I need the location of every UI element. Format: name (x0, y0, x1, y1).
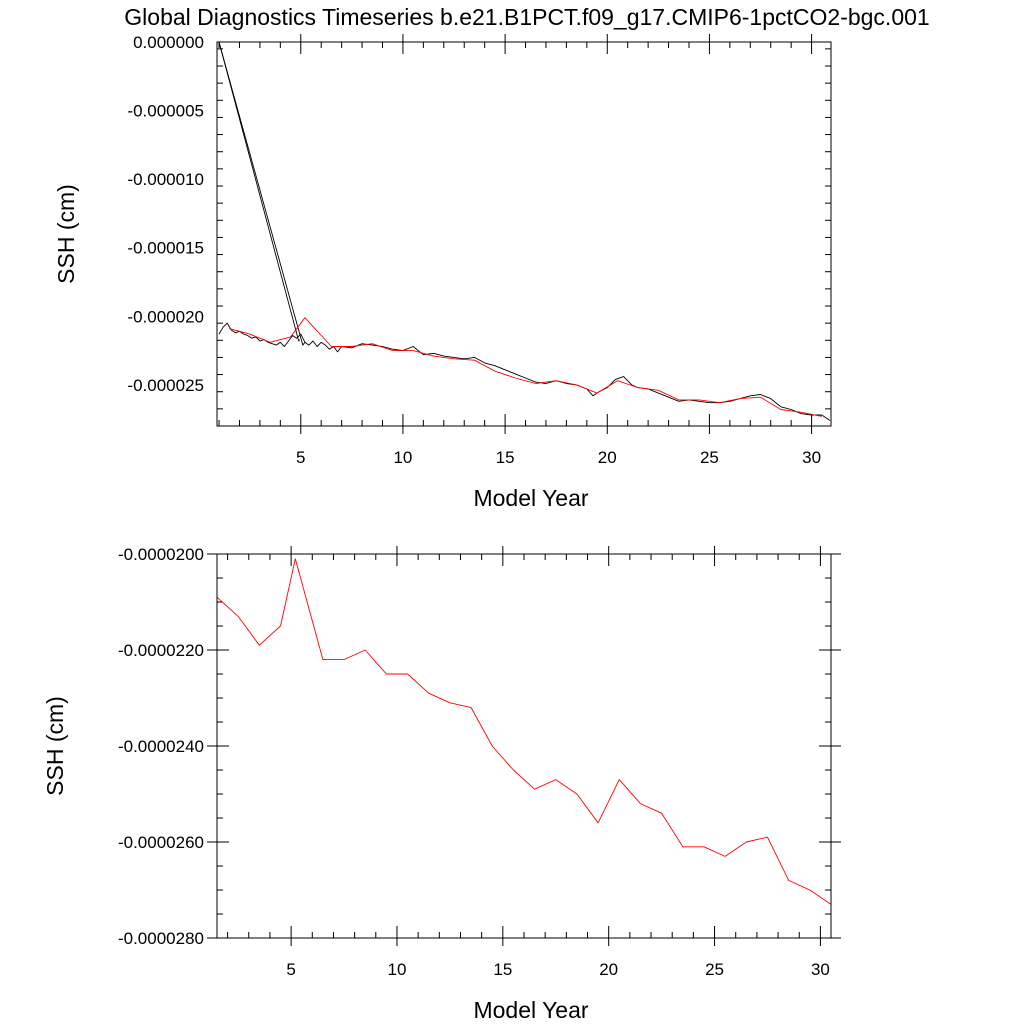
series-line-black (218, 41, 306, 346)
bottom-panel-y-axis-title: SSH (cm) (42, 696, 68, 796)
series-line-red (229, 317, 822, 417)
y-tick-label: 0.000000 (133, 33, 204, 52)
x-tick-label: 5 (286, 960, 295, 979)
chart-title: Global Diagnostics Timeseries b.e21.B1PC… (124, 4, 929, 30)
top-panel-y-axis-title: SSH (cm) (53, 184, 79, 284)
top-panel: 5 10 15 20 25 30 0.000000 -0.000005 -0.000010 -0.… (53, 33, 832, 511)
x-tick-label: 15 (493, 960, 512, 979)
x-tick-label: 30 (802, 448, 821, 467)
x-tick-label: 10 (393, 448, 412, 467)
y-tick-label: -0.0000220 (118, 641, 204, 660)
top-panel-frame (216, 41, 832, 427)
y-tick-label: -0.0000280 (118, 929, 204, 948)
top-panel-series (218, 41, 831, 421)
top-panel-ticks (217, 34, 831, 434)
x-tick-label: 10 (388, 960, 407, 979)
x-tick-label: 25 (700, 448, 719, 467)
series-line-black (218, 322, 831, 421)
bottom-panel: 5 10 15 20 25 30 -0.0000200 -0.0000220 -0.000024… (42, 545, 841, 1023)
x-tick-label: 20 (599, 960, 618, 979)
bottom-panel-ticks (207, 546, 841, 946)
bottom-panel-series (216, 558, 832, 905)
y-tick-label: -0.0000200 (118, 545, 204, 564)
x-tick-label: 15 (496, 448, 515, 467)
y-tick-label: -0.000005 (127, 102, 204, 121)
top-panel-tick-labels: 5 10 15 20 25 30 0.000000 -0.000005 -0.000010 -0.… (127, 33, 821, 467)
y-tick-label: -0.000020 (127, 307, 204, 326)
y-tick-label: -0.000010 (127, 170, 204, 189)
y-tick-label: -0.0000260 (118, 833, 204, 852)
top-panel-x-axis-title: Model Year (473, 485, 588, 511)
x-tick-label: 5 (296, 448, 305, 467)
x-tick-label: 25 (705, 960, 724, 979)
bottom-panel-tick-labels: 5 10 15 20 25 30 -0.0000200 -0.0000220 -0.000024… (118, 545, 830, 979)
y-tick-label: -0.000025 (127, 376, 204, 395)
x-tick-label: 20 (598, 448, 617, 467)
series-line-black (218, 41, 301, 342)
y-tick-label: -0.000015 (127, 239, 204, 258)
bottom-panel-x-axis-title: Model Year (473, 997, 588, 1023)
bottom-panel-frame (216, 553, 832, 939)
y-tick-label: -0.0000240 (118, 737, 204, 756)
x-tick-label: 30 (811, 960, 830, 979)
series-line-red (216, 558, 832, 905)
